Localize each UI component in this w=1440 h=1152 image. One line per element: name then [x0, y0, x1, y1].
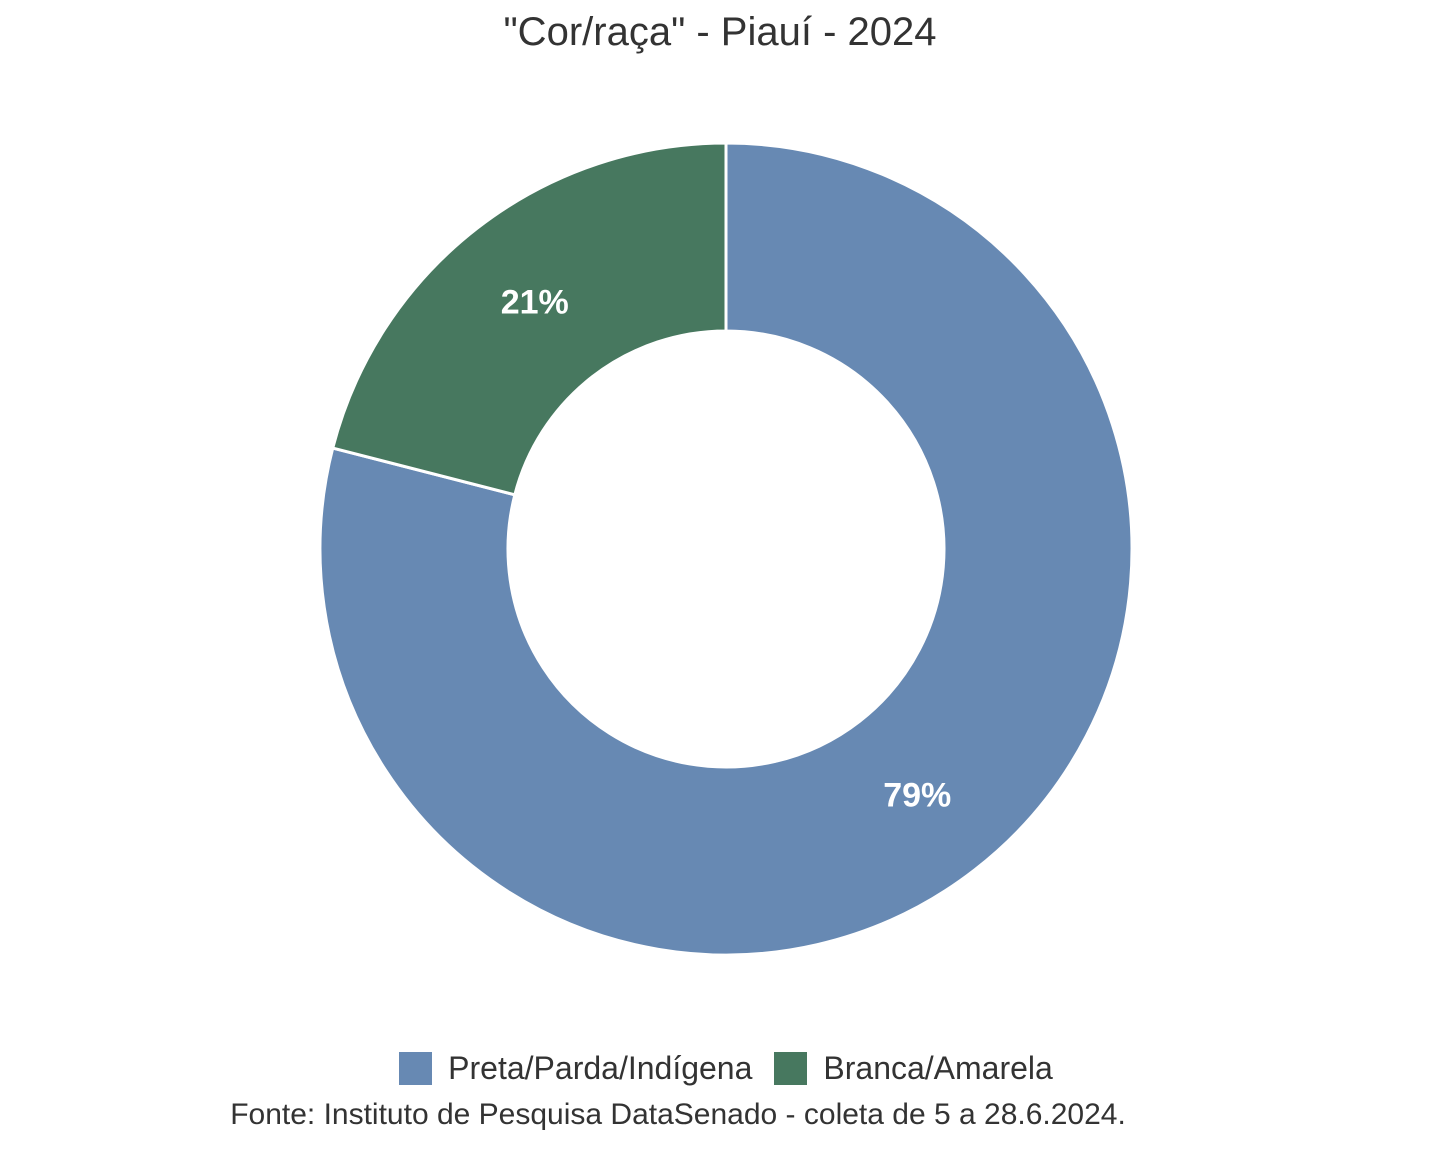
- legend-swatch-icon: [399, 1052, 433, 1085]
- chart-source-note: Fonte: Instituto de Pesquisa DataSenado …: [230, 1098, 1126, 1131]
- legend-swatch-icon: [774, 1052, 808, 1085]
- pie-slice-0: [318, 141, 1134, 957]
- chart-legend: Preta/Parda/Indígena Branca/Amarela: [12, 1050, 1440, 1087]
- legend-item-1: Branca/Amarela: [774, 1050, 1053, 1087]
- slice-label-0: 79%: [883, 777, 951, 815]
- chart-title: "Cor/raça" - Piauí - 2024: [503, 10, 937, 54]
- legend-label: Branca/Amarela: [823, 1050, 1053, 1086]
- legend-label: Preta/Parda/Indígena: [448, 1050, 753, 1086]
- pie-slice-1: [331, 141, 728, 497]
- donut-chart-svg: 79% 21%: [318, 141, 1134, 957]
- donut-chart: 79% 21%: [316, 139, 1136, 959]
- slice-label-1: 21%: [501, 283, 569, 321]
- legend-item-0: Preta/Parda/Indígena: [399, 1050, 752, 1087]
